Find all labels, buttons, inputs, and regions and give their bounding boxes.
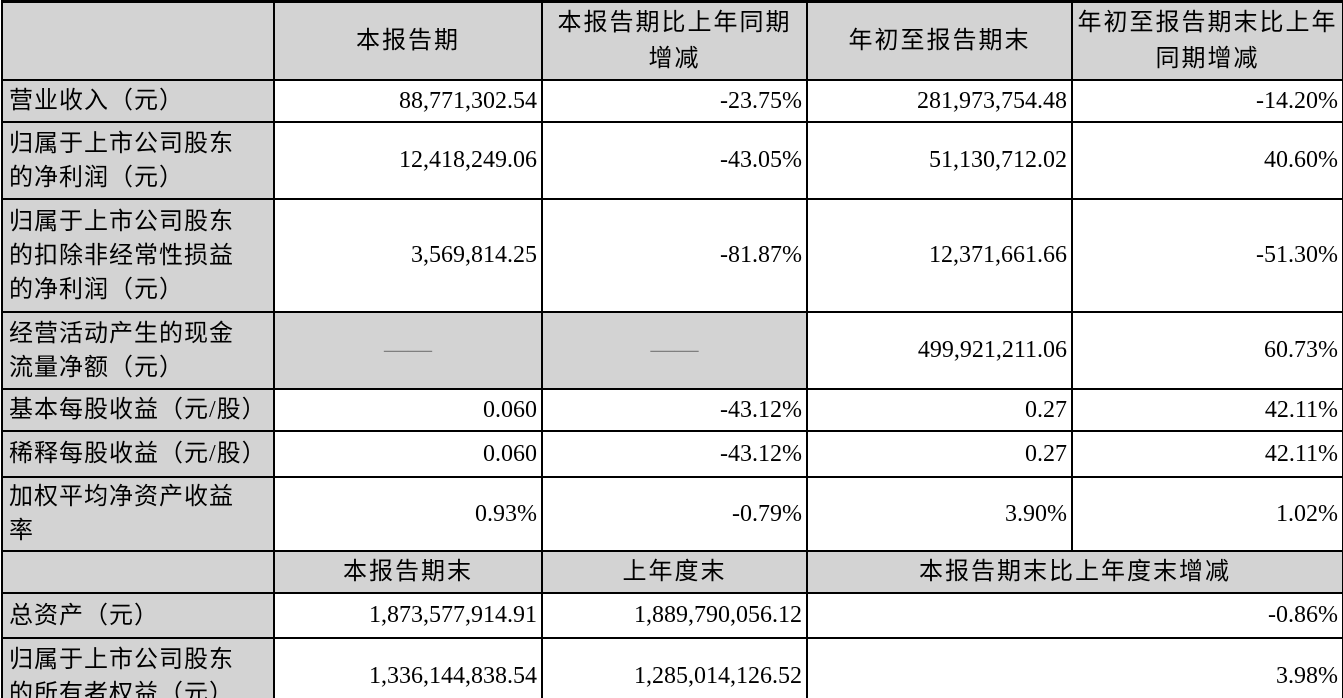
value-current-period-yoy: -43.12%: [541, 388, 808, 432]
value-ytd-yoy: -51.30%: [1071, 198, 1343, 313]
value-end-of-period: 1,873,577,914.91: [273, 592, 543, 639]
value-change: 3.98%: [806, 637, 1343, 698]
value-change: -0.86%: [806, 592, 1343, 639]
value-current-period: 12,418,249.06: [273, 121, 543, 200]
value-end-of-period: 1,336,144,838.54: [273, 637, 543, 698]
col-header-ytd-yoy: 年初至报告期末比上年同期增减: [1071, 0, 1343, 81]
col-header-current-period-yoy: 本报告期比上年同期增减: [541, 0, 808, 81]
col-header-change-vs-last-year-end: 本报告期末比上年度末增减: [806, 550, 1343, 594]
value-current-period: 0.93%: [273, 476, 543, 552]
row-label: 总资产（元）: [1, 592, 275, 639]
table-row-diluted-eps: 稀释每股收益（元/股） 0.060 -43.12% 0.27 42.11%: [1, 430, 1343, 478]
table-row-owners-equity: 归属于上市公司股东的所有者权益（元） 1,336,144,838.54 1,28…: [1, 637, 1343, 698]
table-row-total-assets: 总资产（元） 1,873,577,914.91 1,889,790,056.12…: [1, 592, 1343, 639]
value-current-period: 3,569,814.25: [273, 198, 543, 313]
row-label: 归属于上市公司股东的扣除非经常性损益的净利润（元）: [1, 198, 275, 313]
period-header-row: 本报告期 本报告期比上年同期增减 年初至报告期末 年初至报告期末比上年同期增减: [1, 0, 1343, 81]
row-label: 归属于上市公司股东的净利润（元）: [1, 121, 275, 200]
value-ytd-yoy: -14.20%: [1071, 79, 1343, 123]
value-ytd-yoy: 1.02%: [1071, 476, 1343, 552]
value-current-period-yoy: -0.79%: [541, 476, 808, 552]
value-current-period-yoy-dash: ——: [541, 311, 808, 390]
table-row-operating-cash-flow: 经营活动产生的现金流量净额（元） —— —— 499,921,211.06 60…: [1, 311, 1343, 390]
table-row-basic-eps: 基本每股收益（元/股） 0.060 -43.12% 0.27 42.11%: [1, 388, 1343, 432]
row-label: 稀释每股收益（元/股）: [1, 430, 275, 478]
value-current-period: 88,771,302.54: [273, 79, 543, 123]
value-ytd-yoy: 60.73%: [1071, 311, 1343, 390]
table-row-net-profit: 归属于上市公司股东的净利润（元） 12,418,249.06 -43.05% 5…: [1, 121, 1343, 200]
value-ytd: 281,973,754.48: [806, 79, 1073, 123]
value-ytd-yoy: 40.60%: [1071, 121, 1343, 200]
corner-cell: [1, 0, 275, 81]
col-header-end-of-period: 本报告期末: [273, 550, 543, 594]
value-ytd: 0.27: [806, 430, 1073, 478]
value-ytd-yoy: 42.11%: [1071, 430, 1343, 478]
col-header-ytd: 年初至报告期末: [806, 0, 1073, 81]
table-row-net-profit-excl-nonrecurring: 归属于上市公司股东的扣除非经常性损益的净利润（元） 3,569,814.25 -…: [1, 198, 1343, 313]
table-row-weighted-avg-roe: 加权平均净资产收益率 0.93% -0.79% 3.90% 1.02%: [1, 476, 1343, 552]
value-ytd: 3.90%: [806, 476, 1073, 552]
balance-header-row: 本报告期末 上年度末 本报告期末比上年度末增减: [1, 550, 1343, 594]
row-label: 营业收入（元）: [1, 79, 275, 123]
row-label: 归属于上市公司股东的所有者权益（元）: [1, 637, 275, 698]
value-current-period: 0.060: [273, 430, 543, 478]
value-current-period: 0.060: [273, 388, 543, 432]
value-ytd-yoy: 42.11%: [1071, 388, 1343, 432]
row-label: 加权平均净资产收益率: [1, 476, 275, 552]
value-current-period-yoy: -43.05%: [541, 121, 808, 200]
value-current-period-dash: ——: [273, 311, 543, 390]
value-ytd: 499,921,211.06: [806, 311, 1073, 390]
value-ytd: 12,371,661.66: [806, 198, 1073, 313]
value-current-period-yoy: -43.12%: [541, 430, 808, 478]
value-current-period-yoy: -23.75%: [541, 79, 808, 123]
col-header-end-of-last-year: 上年度末: [541, 550, 808, 594]
value-ytd: 0.27: [806, 388, 1073, 432]
value-end-of-last-year: 1,285,014,126.52: [541, 637, 808, 698]
value-current-period-yoy: -81.87%: [541, 198, 808, 313]
value-ytd: 51,130,712.02: [806, 121, 1073, 200]
col-header-current-period: 本报告期: [273, 0, 543, 81]
row-label: 经营活动产生的现金流量净额（元）: [1, 311, 275, 390]
table-row-revenue: 营业收入（元） 88,771,302.54 -23.75% 281,973,75…: [1, 79, 1343, 123]
corner-cell: [1, 550, 275, 594]
row-label: 基本每股收益（元/股）: [1, 388, 275, 432]
value-end-of-last-year: 1,889,790,056.12: [541, 592, 808, 639]
